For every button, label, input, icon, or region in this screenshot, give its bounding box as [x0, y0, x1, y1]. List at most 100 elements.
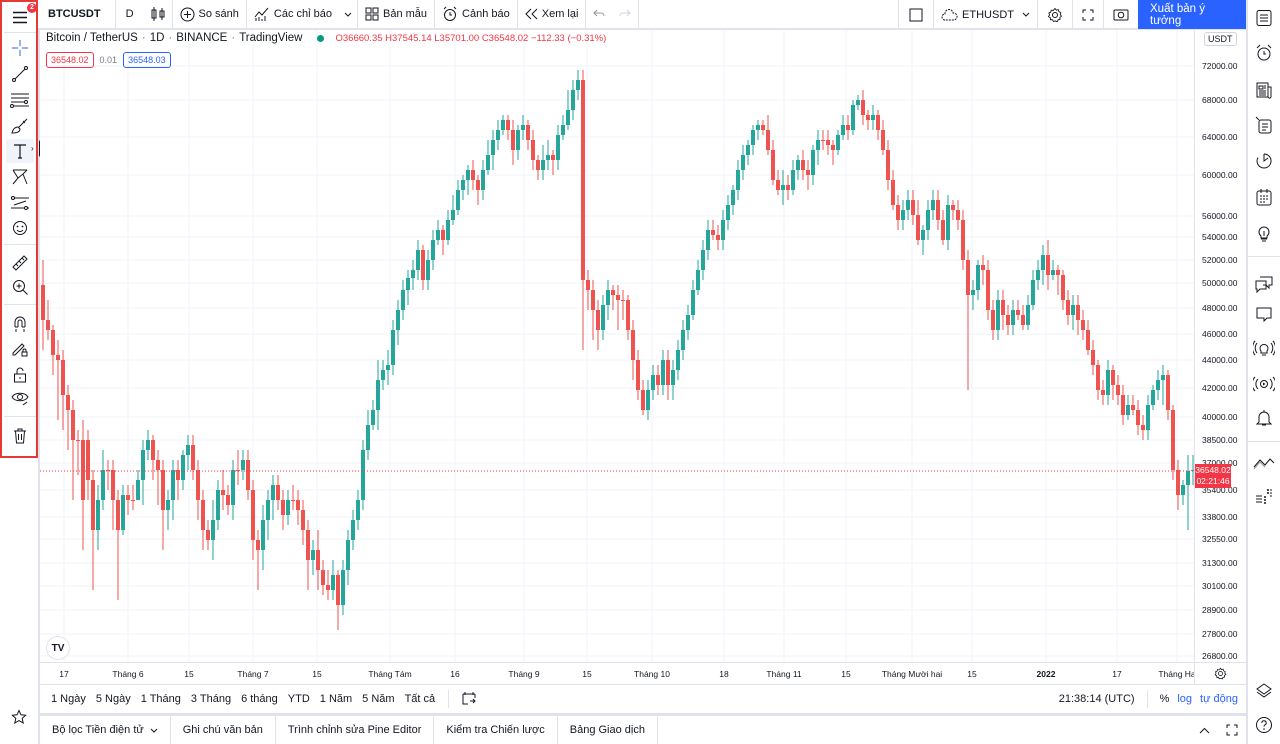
chats-button[interactable] [1253, 273, 1275, 295]
symbol-search-button[interactable]: BTCUSDT [48, 8, 101, 20]
zoom-in-icon [12, 279, 29, 296]
range-5d[interactable]: 5 Ngày [95, 693, 131, 705]
cloud-symbol-button[interactable]: ETHUSDT [934, 0, 1037, 29]
streams-button[interactable] [1253, 337, 1275, 359]
help-button[interactable] [1253, 714, 1275, 736]
object-tree-button[interactable] [1253, 114, 1275, 136]
range-6m[interactable]: 6 tháng [241, 693, 278, 705]
text-tool[interactable] [6, 139, 34, 163]
alerts-button[interactable] [1253, 42, 1275, 64]
range-all[interactable]: Tất cả [404, 693, 436, 705]
settings-button[interactable] [1038, 0, 1072, 29]
pattern-tool[interactable] [6, 165, 34, 189]
alert-button[interactable]: Cảnh báo [435, 0, 517, 29]
price-axis-label: 35400.00 [1202, 485, 1238, 495]
drawing-mode-tool[interactable] [6, 337, 34, 361]
layout-button[interactable] [899, 0, 933, 29]
tab-trading-panel[interactable]: Bảng Giao dịch [558, 716, 658, 744]
chart-type-button[interactable] [144, 0, 172, 29]
text-t-icon [13, 143, 27, 159]
tab-text-notes[interactable]: Ghi chú văn bản [171, 716, 276, 744]
live-streams-button[interactable] [1253, 373, 1275, 395]
prediction-tool[interactable] [6, 191, 34, 215]
eye-icon [11, 390, 29, 406]
emoji-tool[interactable] [6, 216, 34, 240]
price-axis-label: 31300.00 [1202, 558, 1238, 568]
range-1m[interactable]: 1 Tháng [140, 693, 181, 705]
undo-button[interactable] [586, 0, 612, 29]
tab-crypto-screener[interactable]: Bộ lọc Tiền điện tử [40, 716, 171, 744]
maximize-panel-icon[interactable] [1226, 724, 1238, 736]
goto-date-button[interactable] [457, 691, 481, 708]
watchlist-favorites-button[interactable] [8, 706, 30, 728]
range-3m[interactable]: 3 Tháng [190, 693, 232, 705]
templates-button[interactable]: Bản mẫu [358, 0, 434, 29]
range-ytd[interactable]: YTD [287, 693, 310, 705]
chat-bubbles-icon [1254, 275, 1274, 293]
tab-pine-editor[interactable]: Trình chỉnh sửa Pine Editor [276, 716, 435, 744]
currency-button[interactable]: USDT [1204, 32, 1237, 46]
utc-clock[interactable]: 21:38:14 (UTC) [1058, 693, 1135, 705]
price-axis-label: 30100.00 [1202, 581, 1238, 591]
brush-tool[interactable] [6, 114, 34, 138]
time-axis-label: Tháng 6 [112, 669, 144, 679]
indicators-dropdown[interactable] [339, 0, 357, 29]
candlestick-chart[interactable] [40, 30, 1194, 662]
axis-settings-button[interactable] [1194, 662, 1246, 684]
indicators-button[interactable]: Các chỉ báo [247, 0, 339, 29]
compare-button[interactable]: So sánh [173, 0, 246, 29]
alarm-clock-icon [1255, 44, 1273, 62]
undo-icon [593, 9, 605, 19]
publish-idea-button[interactable]: Xuất bản ý tưởng [1138, 0, 1246, 29]
pie-timer-icon [1255, 152, 1273, 170]
percent-scale-toggle[interactable]: % [1159, 693, 1170, 705]
tab-strategy-tester[interactable]: Kiểm tra Chiến lược [434, 716, 558, 744]
redo-button[interactable] [612, 0, 638, 29]
remove-drawings-tool[interactable] [6, 424, 34, 448]
auto-scale-toggle[interactable]: tự động [1200, 693, 1238, 705]
replay-button[interactable]: Xem lại [518, 0, 586, 29]
redo-icon [619, 9, 632, 19]
range-1d[interactable]: 1 Ngày [51, 693, 86, 705]
log-scale-toggle[interactable]: log [1177, 693, 1193, 705]
chart-pane[interactable]: Bitcoin / TetherUS · 1D · BINANCE · Trad… [40, 30, 1246, 684]
chevron-down-icon [344, 12, 352, 17]
news-button[interactable] [1253, 79, 1275, 101]
time-axis-label: Tháng 9 [508, 669, 540, 679]
magnet-tool[interactable] [6, 312, 34, 336]
hotlist-button[interactable] [1253, 150, 1275, 172]
interval-button[interactable]: D [125, 8, 134, 20]
time-axis-label: Tháng Tám [368, 669, 412, 679]
date-range-bar: 1 Ngày 5 Ngày 1 Tháng 3 Tháng 6 tháng YT… [40, 685, 1246, 713]
range-5y[interactable]: 5 Năm [362, 693, 395, 705]
zoom-in-tool[interactable] [6, 275, 34, 299]
trading-panel-button[interactable] [1253, 452, 1275, 474]
hide-drawings-tool[interactable] [6, 386, 34, 410]
private-chat-button[interactable] [1253, 303, 1275, 325]
trend-line-tool[interactable] [6, 62, 34, 86]
main-menu-button[interactable] [6, 5, 34, 29]
ideas-button[interactable] [1253, 222, 1275, 244]
buy-price-button[interactable]: 36548.03 [123, 52, 171, 68]
expand-panel-chevron-up-icon[interactable] [1199, 727, 1210, 734]
symbol-description[interactable]: Bitcoin / TetherUS [46, 32, 138, 44]
ruler-tool[interactable] [6, 251, 34, 275]
range-1y[interactable]: 1 Năm [319, 693, 353, 705]
notifications-button[interactable] [1253, 407, 1275, 429]
price-axis[interactable]: 26800.00 27800.00 28900.00 30100.00 31300.00… [1194, 30, 1246, 684]
sell-price-button[interactable]: 36548.02 [46, 52, 94, 68]
lock-drawings-tool[interactable] [6, 362, 34, 386]
fullscreen-button[interactable] [1073, 0, 1103, 29]
ruler-icon [11, 254, 29, 272]
screenshot-button[interactable] [1104, 0, 1138, 29]
watchlist-button[interactable] [1253, 7, 1275, 29]
lightbulb-icon [1255, 224, 1273, 242]
crosshair-tool[interactable] [6, 36, 34, 60]
calendar-button[interactable] [1253, 186, 1275, 208]
time-axis[interactable]: 17 Tháng 6 15 Tháng 7 15 Tháng Tám 16 Tháng 9 15… [40, 662, 1196, 684]
fib-tool[interactable] [6, 88, 34, 112]
layers-button[interactable] [1253, 680, 1275, 702]
dom-button[interactable] [1253, 485, 1275, 507]
market-status-dot[interactable] [316, 34, 324, 42]
tradingview-logo[interactable]: TV [46, 636, 70, 660]
